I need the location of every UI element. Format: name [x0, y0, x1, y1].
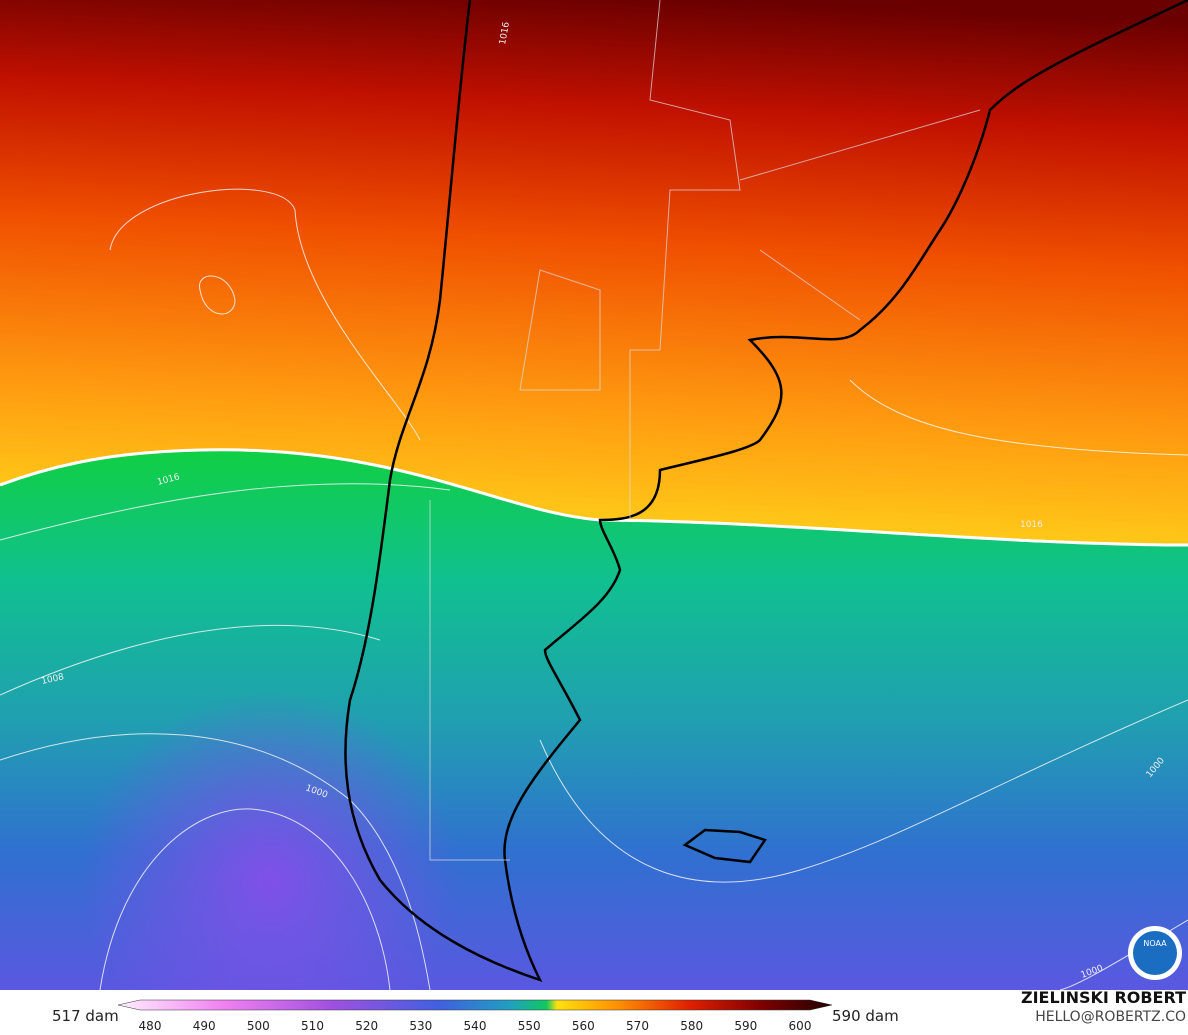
- noaa-logo-text: NOAA: [1143, 939, 1167, 948]
- thickness-boundary: [0, 448, 1188, 547]
- coastline: [344, 0, 1188, 983]
- borders: [429, 0, 981, 861]
- isobar-label: 1016: [1020, 520, 1043, 530]
- colorbar-tick-label: 580: [680, 1019, 703, 1033]
- isobar-label: 1008: [41, 672, 66, 687]
- footer: [0, 990, 1188, 1035]
- colorbar-tick-label: 480: [139, 1019, 162, 1033]
- noaa-logo-inner: [1133, 931, 1177, 975]
- colorbar-tick-label: 600: [789, 1019, 812, 1033]
- colorbar-tick-label: 560: [572, 1019, 595, 1033]
- colorbar-tick-label: 510: [301, 1019, 324, 1033]
- colorbar-tick-label: 550: [518, 1019, 541, 1033]
- colorbar-tick-label: 540: [464, 1019, 487, 1033]
- colorbar-ticks: 480 490 500 510 520 530 540 550 560 570 580 590 600: [139, 1019, 812, 1033]
- isobar-label: 1016: [498, 21, 512, 46]
- colorbar-tick-label: 530: [409, 1019, 432, 1033]
- colorbar-tick-label: 590: [734, 1019, 757, 1033]
- colorbar: [117, 999, 833, 1011]
- low-center: [0, 600, 1188, 990]
- colorbar-tick-label: 570: [626, 1019, 649, 1033]
- colorbar-max: 590 dam: [832, 1007, 899, 1025]
- credit-email: HELLO@ROBERTZ.CO: [1035, 1009, 1186, 1025]
- credit-name: ZIELINSKI ROBERT: [1021, 988, 1186, 1007]
- colorbar-tick-label: 500: [247, 1019, 270, 1033]
- colorbar-min: 517 dam: [52, 1007, 119, 1025]
- colorbar-tick-label: 520: [355, 1019, 378, 1033]
- colorbar-tick-label: 490: [193, 1019, 216, 1033]
- falkland-islands: [682, 828, 767, 864]
